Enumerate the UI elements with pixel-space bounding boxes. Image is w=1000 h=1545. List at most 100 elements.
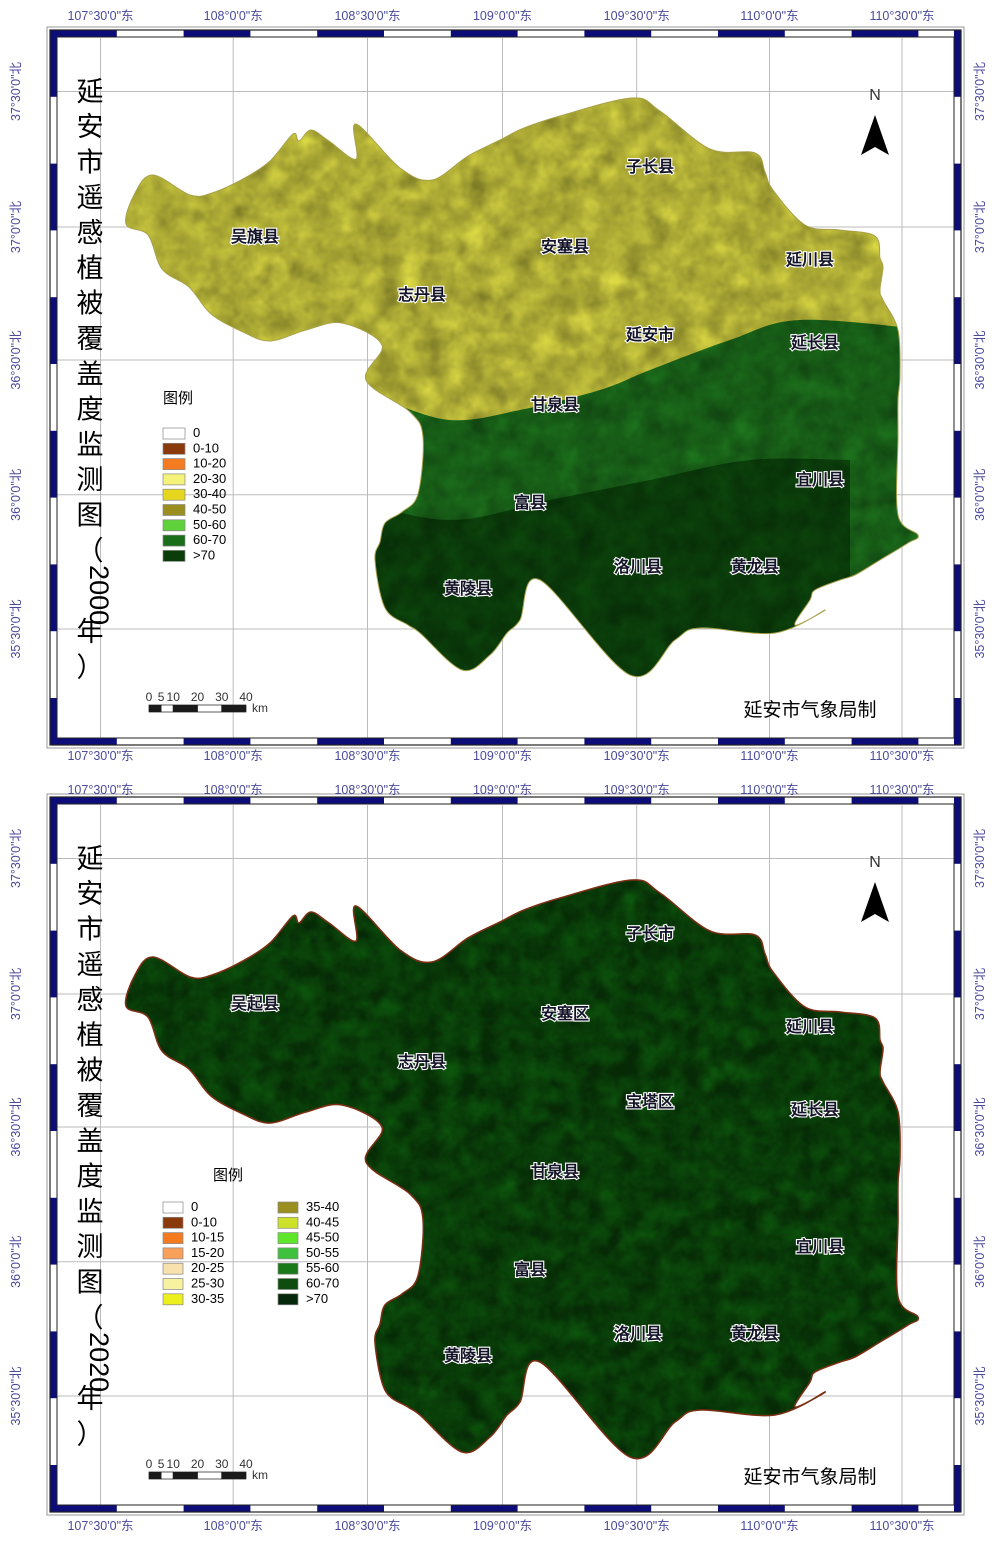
svg-text:图: 图 [77,501,104,531]
svg-text:遥: 遥 [77,183,104,213]
svg-text:黄陵县: 黄陵县 [444,579,492,598]
svg-text:37°0'0"北: 37°0'0"北 [9,200,23,253]
svg-text:度: 度 [77,1162,104,1192]
svg-text:20-25: 20-25 [191,1260,224,1275]
svg-text:35°30'0"北: 35°30'0"北 [9,599,23,659]
svg-text:25-30: 25-30 [191,1276,224,1291]
svg-text:110°0'0"东: 110°0'0"东 [740,783,798,797]
svg-text:黄龙县: 黄龙县 [731,557,779,576]
svg-text:110°30'0"东: 110°30'0"东 [869,9,934,23]
svg-text:）: ） [77,652,104,682]
svg-text:109°0'0"东: 109°0'0"东 [473,9,532,23]
svg-text:志丹县: 志丹县 [398,1052,446,1071]
svg-text:10: 10 [167,690,181,704]
svg-text:植: 植 [77,1020,104,1050]
svg-text:盖: 盖 [77,359,104,389]
svg-text:）: ） [77,1419,104,1449]
svg-text:107°30'0"东: 107°30'0"东 [67,749,133,763]
svg-text:km: km [252,701,268,715]
svg-text:10-15: 10-15 [191,1230,224,1245]
svg-text:20: 20 [191,1457,205,1471]
svg-text:洛川县: 洛川县 [614,1324,662,1343]
svg-text:安: 安 [77,112,104,142]
svg-text:37°30'0"北: 37°30'0"北 [973,61,987,121]
svg-text:遥: 遥 [77,950,104,980]
svg-text:子长市: 子长市 [626,924,674,943]
svg-text:20: 20 [191,690,205,704]
svg-text:35°30'0"北: 35°30'0"北 [9,1366,23,1426]
svg-text:延安市气象局制: 延安市气象局制 [743,699,876,721]
svg-text:安: 安 [77,879,104,909]
svg-text:110°0'0"东: 110°0'0"东 [740,749,798,763]
svg-text:36°30'0"北: 36°30'0"北 [973,1097,987,1157]
svg-text:36°0'0"北: 36°0'0"北 [973,468,987,521]
svg-text:（: （ [77,1303,104,1333]
svg-text:109°30'0"东: 109°30'0"东 [604,1519,670,1533]
svg-text:110°30'0"东: 110°30'0"东 [869,783,934,797]
svg-text:40: 40 [239,1457,253,1471]
svg-text:108°30'0"东: 108°30'0"东 [334,783,400,797]
svg-text:延安市气象局制: 延安市气象局制 [743,1466,876,1488]
svg-text:（: （ [77,536,104,566]
svg-text:延长县: 延长县 [790,1100,839,1119]
svg-text:市: 市 [77,915,104,945]
svg-text:延安市: 延安市 [625,325,674,344]
svg-text:图: 图 [77,1268,104,1298]
svg-text:109°30'0"东: 109°30'0"东 [604,783,670,797]
svg-text:36°30'0"北: 36°30'0"北 [9,1097,23,1157]
svg-text:感: 感 [77,218,104,248]
svg-text:吴旗县: 吴旗县 [231,227,279,246]
svg-text:108°0'0"东: 108°0'0"东 [204,9,263,23]
svg-text:110°0'0"东: 110°0'0"东 [740,9,798,23]
svg-text:0-10: 0-10 [193,440,219,455]
svg-text:黄龙县: 黄龙县 [731,1324,779,1343]
svg-text:黄陵县: 黄陵县 [444,1346,492,1365]
svg-text:110°30'0"东: 110°30'0"东 [869,1519,934,1533]
svg-text:N: N [869,854,881,871]
svg-text:37°30'0"北: 37°30'0"北 [9,828,23,888]
svg-text:30: 30 [215,1457,229,1471]
svg-text:被: 被 [77,289,104,319]
svg-text:30: 30 [215,690,229,704]
svg-text:107°30'0"东: 107°30'0"东 [67,783,133,797]
svg-text:甘泉县: 甘泉县 [531,1162,579,1181]
svg-text:109°30'0"东: 109°30'0"东 [604,749,670,763]
svg-text:0-10: 0-10 [191,1214,217,1229]
svg-text:市: 市 [77,148,104,178]
svg-text:感: 感 [77,985,104,1015]
svg-text:30-40: 30-40 [193,486,226,501]
svg-text:50-55: 50-55 [306,1245,339,1260]
svg-text:0: 0 [193,425,200,440]
svg-text:子长县: 子长县 [626,157,674,176]
svg-text:延川县: 延川县 [785,1017,834,1036]
svg-text:40-50: 40-50 [193,502,226,517]
svg-text:37°30'0"北: 37°30'0"北 [9,61,23,121]
svg-text:37°0'0"北: 37°0'0"北 [973,967,987,1020]
svg-text:0: 0 [191,1199,198,1214]
svg-text:延: 延 [77,77,104,107]
svg-text:覆: 覆 [77,1091,104,1121]
svg-text:吴起县: 吴起县 [231,994,279,1013]
svg-text:宜川县: 宜川县 [796,1237,844,1256]
svg-text:109°0'0"东: 109°0'0"东 [473,783,532,797]
svg-text:108°30'0"东: 108°30'0"东 [334,9,400,23]
svg-text:安塞县: 安塞县 [541,237,589,256]
svg-text:盖: 盖 [77,1126,104,1156]
svg-text:35-40: 35-40 [306,1199,339,1214]
svg-text:富县: 富县 [514,493,546,512]
svg-text:45-50: 45-50 [306,1230,339,1245]
svg-text:0: 0 [146,1457,153,1471]
svg-text:志丹县: 志丹县 [398,285,446,304]
svg-text:安塞区: 安塞区 [541,1004,589,1023]
svg-text:20-30: 20-30 [193,471,226,486]
svg-text:N: N [869,87,881,104]
svg-text:36°0'0"北: 36°0'0"北 [973,1235,987,1288]
svg-text:60-70: 60-70 [193,532,226,547]
svg-text:宝塔区: 宝塔区 [626,1092,674,1111]
svg-text:36°0'0"北: 36°0'0"北 [9,1235,23,1288]
svg-text:35°30'0"北: 35°30'0"北 [973,1366,987,1426]
svg-text:5: 5 [158,690,165,704]
svg-text:107°30'0"东: 107°30'0"东 [67,9,133,23]
svg-text:108°0'0"东: 108°0'0"东 [204,749,263,763]
svg-text:洛川县: 洛川县 [614,557,662,576]
